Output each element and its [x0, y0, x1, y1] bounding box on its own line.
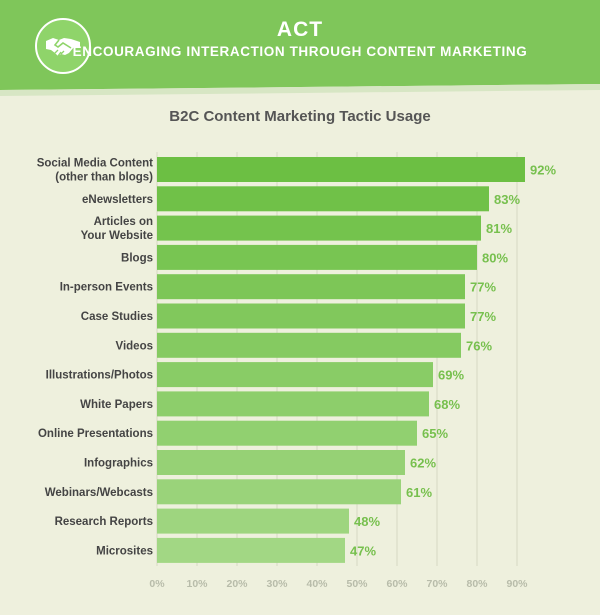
category-label: Microsites: [96, 545, 153, 557]
bar: [157, 157, 525, 182]
category-label: Videos: [116, 340, 154, 352]
x-tick-label: 20%: [226, 578, 248, 590]
category-label: Social Media Content: [37, 158, 153, 170]
x-tick-label: 10%: [186, 578, 208, 590]
category-label: Case Studies: [81, 311, 153, 323]
data-label: 77%: [470, 280, 496, 295]
x-tick-label: 0%: [149, 578, 165, 590]
x-tick-label: 90%: [506, 578, 528, 590]
category-label: Webinars/Webcasts: [45, 487, 153, 499]
data-label: 81%: [486, 221, 512, 236]
x-tick-label: 70%: [426, 578, 448, 590]
data-label: 76%: [466, 338, 492, 353]
data-label: 68%: [434, 397, 460, 412]
data-label: 80%: [482, 250, 508, 265]
data-label: 83%: [494, 192, 520, 207]
bar: [157, 303, 465, 329]
category-label: Blogs: [121, 252, 153, 264]
data-label: 48%: [354, 514, 380, 529]
data-label: 61%: [406, 485, 432, 500]
bar: [157, 508, 349, 534]
category-label: Illustrations/Photos: [46, 370, 153, 382]
bar: [157, 450, 405, 475]
data-label: 65%: [422, 426, 448, 441]
data-label: 69%: [438, 368, 464, 383]
handshake-badge: [35, 18, 91, 74]
x-tick-label: 40%: [306, 578, 328, 590]
bar: [157, 274, 465, 300]
category-label: In-person Events: [60, 282, 153, 294]
page-subtitle: ENCOURAGING INTERACTION THROUGH CONTENT …: [72, 44, 528, 59]
category-label: Online Presentations: [38, 428, 153, 440]
category-label: White Papers: [80, 399, 153, 411]
category-label: Articles on: [94, 216, 153, 228]
category-label: Research Reports: [55, 516, 153, 528]
x-tick-label: 30%: [266, 578, 288, 590]
data-label: 47%: [350, 543, 376, 558]
x-tick-label: 80%: [466, 578, 488, 590]
category-label: eNewsletters: [82, 194, 153, 206]
handshake-icon: [46, 38, 80, 57]
data-label: 62%: [410, 456, 436, 471]
category-label: Your Website: [81, 230, 153, 242]
category-label: (other than blogs): [55, 172, 153, 184]
data-label: 77%: [470, 309, 496, 324]
bar: [157, 332, 461, 358]
data-label: 92%: [530, 163, 556, 178]
chart-title: B2C Content Marketing Tactic Usage: [169, 108, 431, 125]
header-banner: ACT ENCOURAGING INTERACTION THROUGH CONT…: [0, 0, 600, 96]
category-label: Infographics: [84, 458, 153, 470]
bar: [157, 537, 345, 563]
bar: [157, 391, 429, 417]
page-title: ACT: [276, 18, 324, 41]
bar: [157, 420, 417, 446]
bar: [157, 215, 481, 241]
bar: [157, 186, 489, 212]
bar: [157, 479, 401, 505]
x-tick-label: 60%: [386, 578, 408, 590]
x-tick-label: 50%: [346, 578, 368, 590]
bar: [157, 362, 433, 388]
bar: [157, 244, 477, 270]
banner-background: [0, 0, 600, 96]
